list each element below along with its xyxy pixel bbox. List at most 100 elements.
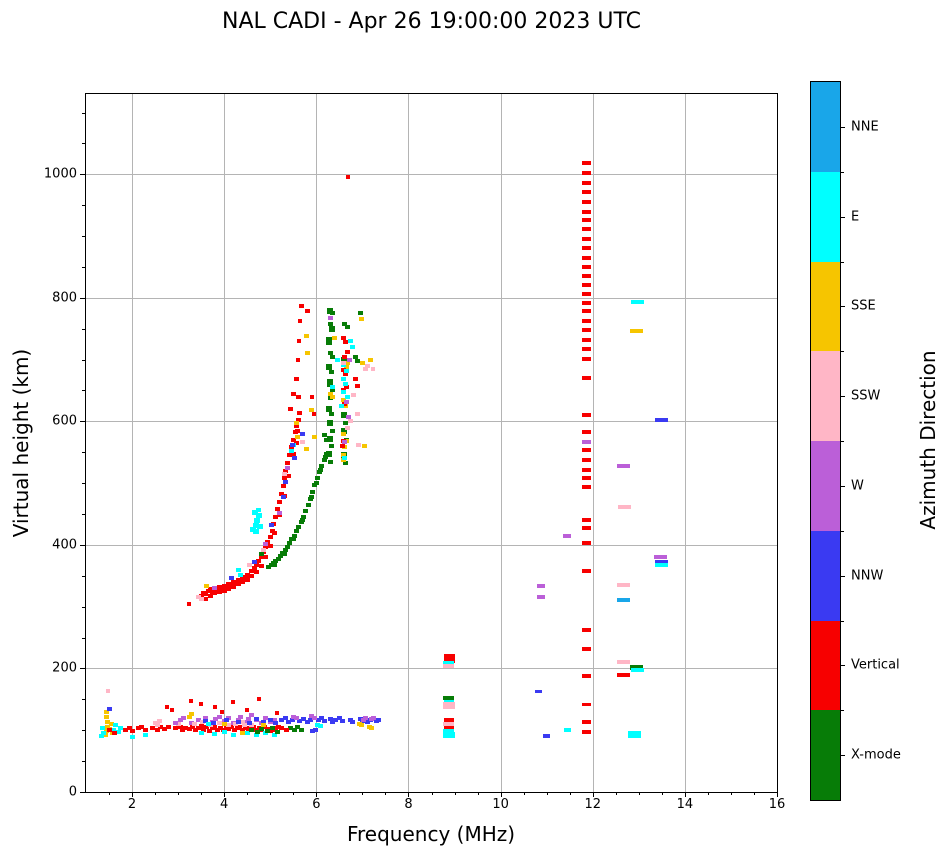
grid-line-y [86, 174, 777, 176]
data-point [295, 357, 300, 362]
data-point [298, 319, 303, 324]
data-point [240, 730, 246, 735]
data-point [212, 704, 217, 709]
data-point [369, 726, 375, 731]
data-point [300, 439, 305, 444]
data-point [199, 719, 205, 724]
data-point [330, 719, 336, 724]
x-minor-tick [615, 792, 617, 795]
data-point [341, 397, 347, 402]
x-minor-tick [477, 792, 479, 795]
data-point [273, 514, 279, 519]
data-point [536, 584, 545, 589]
data-point [272, 562, 278, 567]
data-point [341, 431, 347, 436]
data-point [115, 730, 121, 735]
data-point [368, 357, 374, 362]
data-point [289, 717, 295, 722]
data-point [253, 528, 260, 534]
data-point [443, 698, 454, 703]
data-point [204, 584, 210, 589]
grid-line-x [224, 94, 226, 792]
data-point [364, 363, 370, 368]
data-point [290, 714, 296, 719]
data-point [195, 594, 201, 599]
y-tick-label: 800 [52, 290, 77, 306]
y-minor-tick [82, 699, 85, 701]
y-minor-tick [82, 205, 85, 207]
data-point [230, 732, 236, 737]
x-tick-label: 6 [312, 797, 321, 812]
data-point [219, 709, 224, 714]
data-point [317, 470, 323, 475]
data-point [443, 732, 455, 739]
data-point [581, 236, 591, 241]
data-point [253, 717, 259, 722]
data-point [581, 301, 591, 306]
data-point [581, 274, 591, 279]
x-minor-tick [109, 792, 111, 795]
x-minor-tick [753, 792, 755, 795]
data-point [105, 724, 111, 729]
data-point [249, 728, 255, 733]
data-point [215, 727, 221, 732]
grid-line-x [684, 94, 686, 792]
data-point [363, 366, 369, 371]
data-point [581, 309, 591, 314]
data-point [271, 521, 277, 526]
y-tick-label: 600 [52, 413, 77, 429]
data-point [251, 510, 258, 516]
x-tick-label: 12 [584, 797, 601, 812]
data-point [217, 714, 223, 719]
y-minor-tick [82, 143, 85, 145]
data-point [340, 389, 346, 394]
data-point [317, 723, 323, 728]
data-point [319, 463, 325, 468]
y-axis-label: Virtual height (km) [9, 348, 33, 538]
data-point [111, 728, 117, 733]
data-point [345, 325, 351, 330]
data-point [581, 440, 591, 445]
data-point [129, 735, 135, 740]
data-point [203, 715, 209, 720]
data-point [286, 473, 292, 478]
x-tick [224, 792, 226, 797]
data-point [235, 567, 241, 572]
data-point [376, 717, 382, 722]
colorbar-tick-label: X-mode [851, 747, 901, 763]
data-point [327, 391, 333, 396]
data-point [343, 382, 349, 387]
grid-line-x [132, 94, 134, 792]
x-minor-tick [569, 792, 571, 795]
data-point [154, 728, 160, 733]
data-point [203, 718, 209, 723]
data-point [339, 403, 345, 408]
data-point [231, 728, 237, 733]
data-point [581, 730, 591, 735]
colorbar-segment-E [811, 171, 840, 262]
data-point [265, 728, 271, 733]
data-point [282, 547, 288, 552]
data-point [581, 327, 591, 332]
data-point [276, 725, 282, 730]
y-minor-tick [82, 112, 85, 114]
data-point [309, 394, 314, 399]
data-point [297, 718, 303, 723]
data-point [247, 720, 253, 725]
data-point [296, 417, 302, 422]
data-point [204, 725, 210, 730]
data-point [342, 402, 348, 407]
data-point [323, 437, 329, 442]
data-point [629, 328, 643, 333]
data-point [581, 171, 591, 176]
data-point [270, 726, 276, 731]
data-point [284, 544, 290, 549]
y-tick [80, 174, 85, 176]
data-point [355, 383, 361, 388]
data-point [154, 722, 160, 727]
colorbar-segment-NNW [811, 530, 840, 621]
data-point [330, 311, 336, 316]
data-point [296, 525, 302, 529]
data-point [98, 733, 104, 738]
data-point [348, 339, 354, 344]
